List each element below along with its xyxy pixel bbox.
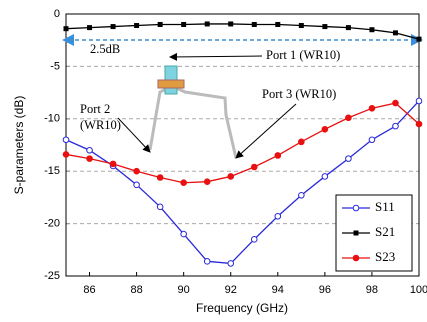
marker [205, 21, 210, 26]
annotation: Port 3 (WR10) [262, 87, 336, 101]
series-line [66, 24, 419, 39]
annotation: (WR10) [80, 118, 121, 132]
marker [299, 193, 305, 199]
marker [204, 259, 210, 265]
marker [354, 231, 359, 236]
waveguide-sketch [150, 66, 236, 158]
marker [369, 27, 374, 32]
legend-label: S21 [375, 224, 395, 239]
marker [416, 98, 422, 104]
marker [228, 174, 234, 180]
x-axis-label: Frequency (GHz) [196, 301, 288, 315]
marker [134, 182, 140, 188]
marker [157, 175, 163, 181]
legend-label: S23 [375, 249, 395, 264]
marker [322, 174, 328, 180]
marker [134, 23, 139, 28]
annotation: 2.5dB [90, 42, 120, 56]
marker [353, 205, 359, 211]
marker [204, 179, 210, 185]
marker [416, 121, 422, 127]
x-tick-label: 86 [83, 284, 95, 296]
marker [275, 153, 281, 159]
marker [346, 25, 351, 30]
marker [64, 26, 69, 31]
x-tick-label: 100 [410, 284, 427, 296]
marker [87, 25, 92, 30]
x-tick-label: 96 [319, 284, 331, 296]
y-tick-label: -10 [44, 113, 60, 125]
chart: -25 -20 -15 -10 -5 0 86 88 90 92 94 96 98 100 Frequen… [0, 0, 427, 322]
marker [110, 161, 116, 167]
marker [393, 100, 399, 106]
y-tick-label: 0 [54, 8, 60, 20]
y-tick-label: -5 [50, 60, 60, 72]
marker [299, 23, 304, 28]
marker [275, 213, 281, 219]
marker [369, 137, 375, 143]
marker [63, 137, 69, 143]
marker [181, 22, 186, 27]
marker [299, 139, 305, 145]
y-tick-label: -15 [44, 165, 60, 177]
marker [63, 152, 69, 158]
marker [322, 126, 328, 132]
marker [251, 164, 257, 170]
y-tick-label: -20 [44, 218, 60, 230]
marker [251, 237, 257, 243]
marker [111, 24, 116, 29]
marker [228, 261, 234, 267]
marker [322, 24, 327, 29]
x-tick-label: 90 [178, 284, 190, 296]
marker [353, 255, 359, 261]
marker [181, 231, 187, 237]
legend-label: S11 [375, 199, 395, 214]
marker [181, 180, 187, 186]
marker [157, 204, 163, 210]
y-axis-label: S-parameters (dB) [12, 96, 26, 195]
marker [346, 115, 352, 121]
marker [87, 156, 93, 162]
marker [252, 22, 257, 27]
marker [346, 156, 352, 162]
x-tick-label: 92 [225, 284, 237, 296]
x-tick-label: 94 [272, 284, 284, 296]
x-tick-label: 88 [130, 284, 142, 296]
marker [417, 37, 422, 42]
annotation: Port 1 (WR10) [266, 48, 340, 62]
annotation-arrows [118, 56, 296, 158]
x-tick-label: 98 [366, 284, 378, 296]
marker [275, 22, 280, 27]
marker [158, 22, 163, 27]
annotation: Port 2 [80, 102, 110, 116]
marker [228, 21, 233, 26]
y-tick-label: -25 [44, 270, 60, 282]
marker [87, 147, 93, 153]
marker [134, 168, 140, 174]
marker [393, 123, 399, 129]
marker [393, 30, 398, 35]
marker [369, 106, 375, 112]
